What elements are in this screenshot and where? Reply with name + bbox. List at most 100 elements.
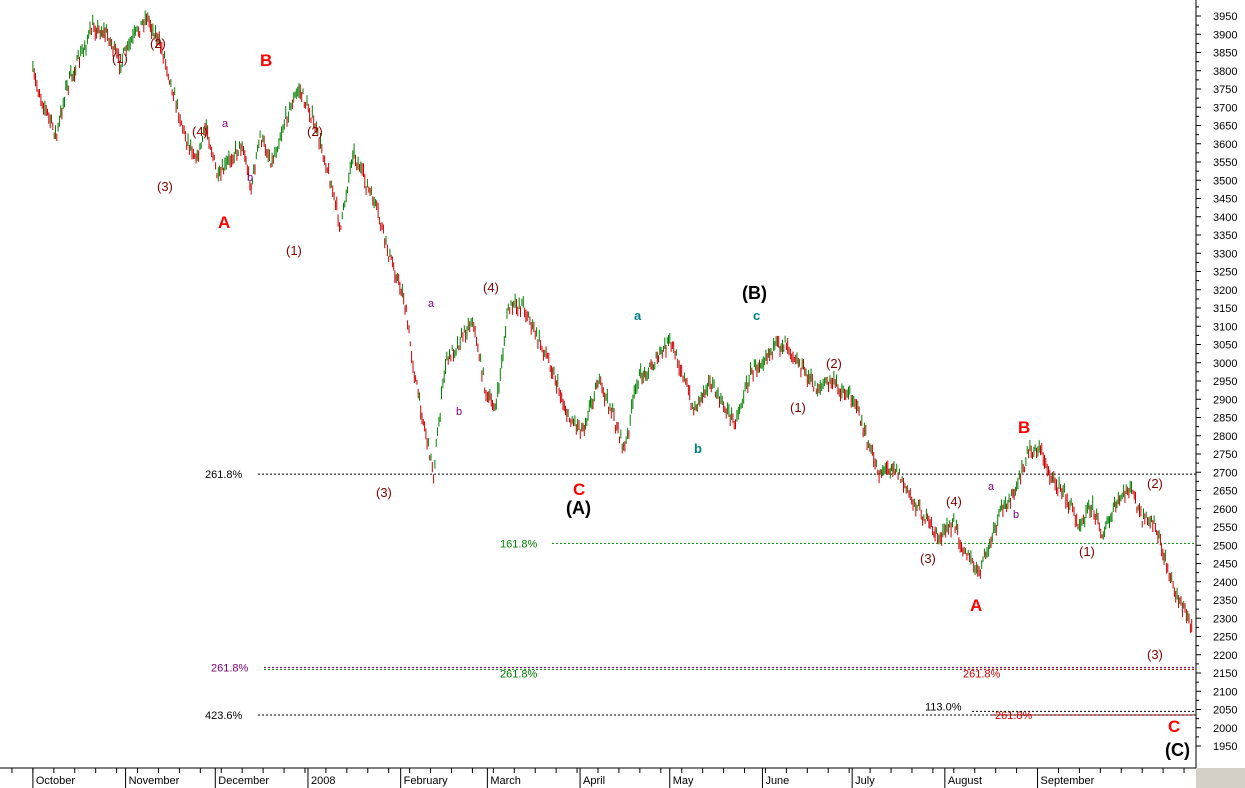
y-tick-label: 2850 — [1213, 413, 1237, 425]
wave-labels: (1)(2)(3)(4) abAB(1)(2)(3)ab(4)C(A)abc(B)… — [112, 36, 1190, 760]
wave-label: (2) — [307, 124, 323, 139]
y-tick-label: 3050 — [1213, 340, 1237, 352]
y-tick-label: 2300 — [1213, 613, 1237, 625]
wave-label: (A) — [566, 498, 591, 518]
y-tick-label: 3350 — [1213, 230, 1237, 242]
wave-label: (1) — [1079, 544, 1095, 559]
wave-label: B — [1018, 418, 1030, 437]
y-tick-label: 2250 — [1213, 632, 1237, 644]
y-tick-label: 2400 — [1213, 577, 1237, 589]
y-tick-label: 3800 — [1213, 66, 1237, 78]
y-tick-label: 3450 — [1213, 194, 1237, 206]
y-tick-label: 3700 — [1213, 102, 1237, 114]
x-tick-label: March — [490, 775, 521, 787]
price-series — [32, 10, 1193, 633]
y-tick-label: 3650 — [1213, 121, 1237, 133]
y-tick-label: 2350 — [1213, 595, 1237, 607]
x-tick-label: August — [948, 775, 982, 787]
wave-label: (3) — [157, 179, 173, 194]
y-tick-label: 2000 — [1213, 723, 1237, 735]
y-tick-label: 3250 — [1213, 267, 1237, 279]
y-tick-label: 3750 — [1213, 84, 1237, 96]
wave-label: (B) — [742, 283, 767, 303]
x-tick-label: November — [129, 775, 180, 787]
wave-label: (4) — [192, 124, 208, 139]
y-tick-label: 2700 — [1213, 467, 1237, 479]
y-tick-label: 3500 — [1213, 175, 1237, 187]
y-tick-label: 3950 — [1213, 11, 1237, 23]
wave-label: (C) — [1165, 740, 1190, 760]
axis-corner — [1196, 768, 1245, 788]
wave-label: (4) — [946, 494, 962, 509]
y-tick-label: 3200 — [1213, 285, 1237, 297]
y-tick-label: 3550 — [1213, 157, 1237, 169]
y-tick-label: 3850 — [1213, 48, 1237, 60]
wave-label: a — [988, 481, 995, 493]
y-tick-label: 3100 — [1213, 321, 1237, 333]
y-tick-label: 3000 — [1213, 358, 1237, 370]
wave-label: b — [1013, 509, 1019, 521]
wave-label: (3) — [1147, 647, 1163, 662]
y-tick-label: 2600 — [1213, 504, 1237, 516]
y-tick-label: 1950 — [1213, 741, 1237, 753]
wave-label: (2) — [1147, 476, 1163, 491]
wave-label: (1) — [286, 243, 302, 258]
wave-label: A — [970, 596, 982, 615]
x-tick-label: May — [673, 775, 694, 787]
x-tick-label: December — [218, 775, 269, 787]
wave-label: a — [222, 118, 229, 130]
fib-level-label: 423.6% — [205, 710, 243, 722]
y-tick-label: 3600 — [1213, 139, 1237, 151]
wave-label: (2) — [826, 356, 842, 371]
wave-label: (4) — [483, 280, 499, 295]
x-tick-label: June — [765, 775, 789, 787]
y-tick-label: 2550 — [1213, 522, 1237, 534]
x-tick-label: July — [855, 775, 875, 787]
x-tick-label: October — [36, 775, 75, 787]
wave-label: (3) — [920, 551, 936, 566]
y-tick-label: 2050 — [1213, 705, 1237, 717]
wave-label: (1) — [790, 400, 806, 415]
y-tick-label: 2650 — [1213, 486, 1237, 498]
x-tick-label: April — [583, 775, 605, 787]
wave-label: (3) — [376, 485, 392, 500]
y-tick-label: 2450 — [1213, 559, 1237, 571]
wave-label: (1) — [112, 51, 128, 66]
fib-level-label: 161.8% — [500, 538, 538, 550]
wave-label: (2) — [150, 36, 166, 51]
wave-label: a — [428, 298, 435, 310]
y-tick-label: 2150 — [1213, 668, 1237, 680]
fib-level-label: 261.8% — [963, 668, 1001, 680]
y-tick-label: 2950 — [1213, 376, 1237, 388]
wave-label: a — [634, 308, 642, 323]
y-tick-label: 3400 — [1213, 212, 1237, 224]
wave-label: A — [218, 213, 230, 232]
x-tick-label: 2008 — [311, 775, 335, 787]
y-tick-label: 3900 — [1213, 29, 1237, 41]
y-tick-label: 2750 — [1213, 449, 1237, 461]
y-tick-label: 2800 — [1213, 431, 1237, 443]
x-tick-label: February — [404, 775, 449, 787]
fib-level-label: 261.8% — [205, 469, 243, 481]
fib-level-label: 261.8% — [211, 663, 249, 675]
x-tick-label: September — [1041, 775, 1095, 787]
y-tick-label: 3300 — [1213, 248, 1237, 260]
wave-label: c — [753, 308, 760, 323]
wave-label: B — [260, 51, 272, 70]
fibonacci-levels: 261.8% 161.8% 261.8% 261.8% 261.8% 423.6% 113.… — [205, 469, 1196, 722]
wave-label: b — [247, 172, 253, 184]
y-tick-label: 2500 — [1213, 540, 1237, 552]
wave-label: b — [694, 441, 702, 456]
y-tick-label: 2200 — [1213, 650, 1237, 662]
wave-label: C — [1168, 717, 1180, 736]
fib-level-label: 261.8% — [500, 668, 538, 680]
wave-label: b — [456, 406, 462, 418]
fib-level-label: 113.0% — [925, 701, 962, 713]
fib-level-label: 261.8% — [995, 710, 1033, 722]
wave-label: C — [573, 480, 585, 499]
y-tick-label: 2100 — [1213, 686, 1237, 698]
y-tick-label: 2900 — [1213, 394, 1237, 406]
y-tick-label: 3150 — [1213, 303, 1237, 315]
